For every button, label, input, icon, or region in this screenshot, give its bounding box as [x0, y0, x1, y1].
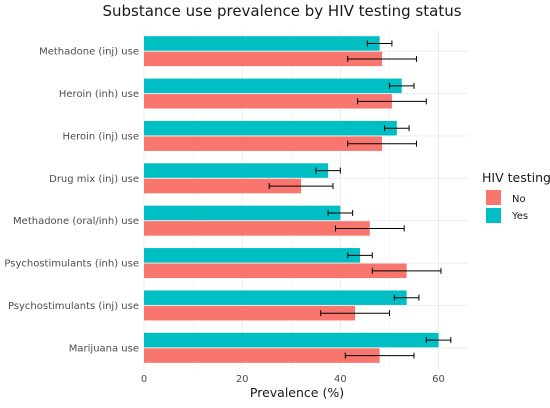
y-tick-label: Heroin (inh) use	[59, 89, 139, 100]
y-tick-label: Methadone (inj) use	[39, 47, 139, 58]
y-tick-label: Psychostimulants (inj) use	[8, 301, 139, 312]
x-tick-label: 40	[334, 374, 347, 385]
chart-title: Substance use prevalence by HIV testing …	[102, 2, 461, 20]
x-axis-ticks: 0 20 40 60	[141, 374, 445, 385]
error-bars	[268, 40, 452, 359]
legend-key-no	[486, 190, 501, 205]
y-tick-label: Heroin (inj) use	[62, 131, 139, 142]
bar-no-5	[144, 263, 407, 279]
bar-no-2	[144, 136, 383, 151]
bar-yes-2	[144, 120, 397, 136]
legend-label-no: No	[512, 194, 526, 205]
bar-no-0	[144, 51, 383, 67]
bar-yes-3	[144, 163, 329, 178]
bar-yes-4	[144, 205, 341, 221]
bar-yes-7	[144, 332, 439, 348]
legend-key-yes	[486, 208, 501, 223]
legend: HIV testing No Yes	[482, 170, 550, 223]
bar-yes-0	[144, 36, 380, 51]
bar-yes-6	[144, 290, 407, 305]
y-tick-label: Psychostimulants (inh) use	[4, 259, 139, 270]
legend-label-yes: Yes	[511, 211, 528, 222]
bar-no-1	[144, 94, 392, 109]
legend-title: HIV testing	[482, 170, 550, 185]
y-tick-label: Methadone (oral/inh) use	[13, 216, 139, 227]
bars	[144, 36, 439, 363]
bar-no-3	[144, 178, 302, 194]
bar-yes-1	[144, 78, 402, 94]
x-axis-label: Prevalence (%)	[250, 385, 344, 400]
x-tick-label: 20	[236, 374, 249, 385]
y-tick-label: Drug mix (inj) use	[49, 174, 139, 185]
bar-no-6	[144, 305, 356, 321]
bar-no-4	[144, 221, 370, 236]
bar-yes-5	[144, 248, 360, 263]
x-tick-label: 60	[432, 374, 445, 385]
bar-no-7	[144, 348, 380, 363]
x-tick-label: 0	[141, 374, 147, 385]
y-axis-ticks: Methadone (inj) use Heroin (inh) use Heroi…	[4, 47, 139, 355]
y-tick-label: Marijuana use	[69, 343, 139, 354]
